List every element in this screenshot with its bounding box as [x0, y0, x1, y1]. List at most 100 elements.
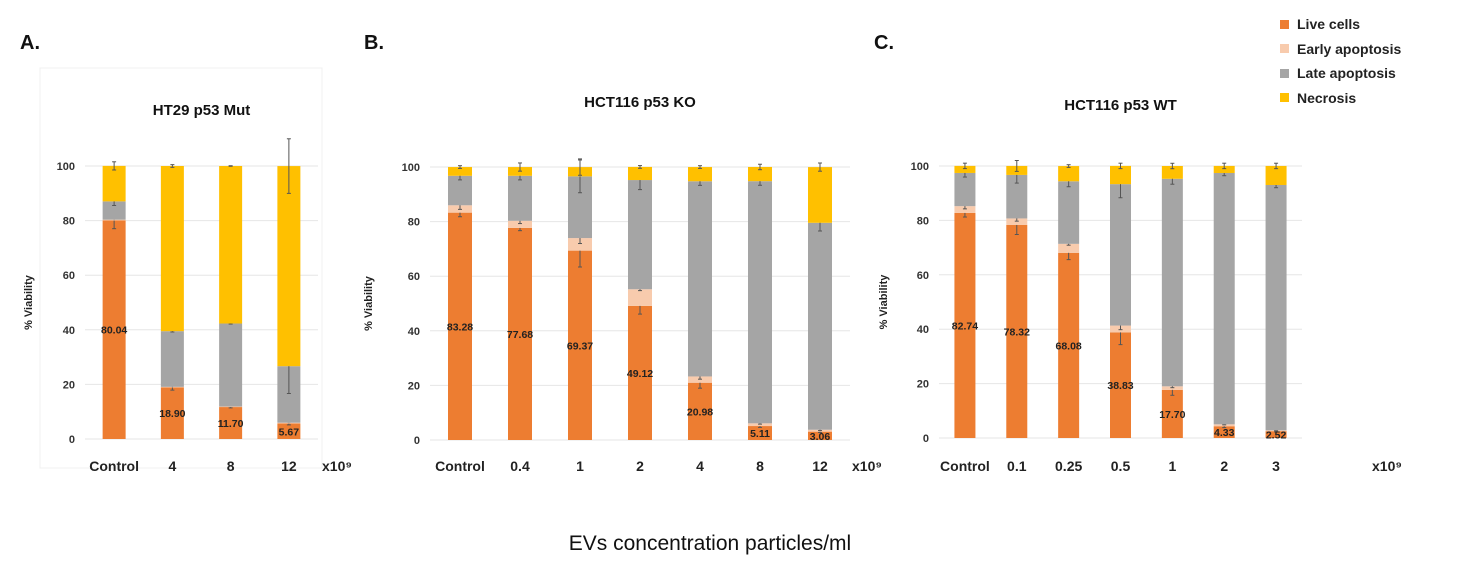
data-label: 5.67 [279, 426, 300, 438]
x-tick-label: 0.25 [1055, 458, 1082, 474]
data-label: 3.06 [810, 431, 831, 443]
legend-label: Early apoptosis [1297, 40, 1402, 57]
x-unit-label: x10⁹ [1372, 458, 1402, 474]
bar-segment-necrosis [1265, 165, 1287, 185]
bar-segment-early-apoptosis [748, 423, 772, 427]
x-tick-label: 12 [812, 458, 828, 474]
y-tick-label: 40 [63, 325, 75, 337]
bar-segment-necrosis [160, 166, 184, 332]
data-label: 68.08 [1056, 340, 1082, 352]
y-tick-label: 40 [917, 324, 929, 336]
bar-segment-live-cells [628, 305, 652, 440]
x-tick-label: Control [89, 458, 139, 474]
legend-item-necrosis: Necrosis [1280, 86, 1401, 111]
bar-segment-necrosis [102, 165, 126, 202]
data-label: 69.37 [567, 340, 593, 352]
chart-title: HT29 p53 Mut [153, 102, 251, 119]
x-tick-label: 1 [1168, 458, 1176, 474]
bar-segment-late-apoptosis [102, 201, 126, 220]
legend-label: Necrosis [1297, 89, 1357, 106]
y-tick-label: 20 [63, 379, 75, 391]
bar-segment-live-cells [448, 212, 472, 440]
bar-segment-necrosis [448, 167, 472, 176]
bar-segment-late-apoptosis [1161, 178, 1183, 387]
data-label: 5.11 [750, 428, 770, 440]
bar-segment-early-apoptosis [1058, 243, 1080, 253]
y-axis-title: % Viability [23, 274, 35, 330]
bar-segment-necrosis [808, 167, 832, 223]
panel-letter-a: A. [20, 32, 40, 54]
y-tick-label: 0 [414, 435, 420, 447]
x-tick-label: 3 [1272, 458, 1280, 474]
x-tick-label: 4 [696, 458, 704, 474]
data-label: 4.33 [1214, 427, 1235, 439]
data-label: 38.83 [1107, 380, 1133, 392]
bar-segment-live-cells [1213, 426, 1235, 438]
y-tick-label: 40 [408, 326, 420, 338]
bar-segment-live-cells [160, 387, 184, 439]
legend-item-live: Live cells [1280, 12, 1401, 37]
data-label: 17.70 [1159, 409, 1185, 421]
legend-item-late: Late apoptosis [1280, 61, 1401, 86]
x-tick-label: 2 [636, 458, 644, 474]
data-label: 80.04 [101, 325, 127, 337]
y-tick-label: 80 [408, 217, 420, 229]
bar-segment-necrosis [1161, 166, 1183, 179]
y-tick-label: 100 [911, 161, 929, 173]
y-tick-label: 60 [408, 271, 420, 283]
bar-segment-necrosis [277, 166, 301, 367]
data-label: 77.68 [507, 329, 533, 341]
x-tick-label: 0.5 [1111, 458, 1131, 474]
bar-segment-late-apoptosis [448, 175, 472, 206]
legend: Live cells Early apoptosis Late apoptosi… [1280, 12, 1401, 110]
panel-letter-c: C. [874, 32, 894, 54]
bar-segment-necrosis [1213, 165, 1235, 173]
x-tick-label: 0.1 [1007, 458, 1027, 474]
y-tick-label: 100 [57, 161, 75, 173]
bar-segment-early-apoptosis [102, 219, 126, 221]
data-label: 78.32 [1004, 326, 1030, 338]
data-label: 18.90 [159, 408, 185, 420]
legend-swatch [1280, 19, 1289, 29]
bar-segment-live-cells [954, 212, 976, 438]
x-tick-label: 12 [281, 458, 297, 474]
bar-segment-early-apoptosis [954, 206, 976, 213]
x-tick-label: 8 [756, 458, 764, 474]
bar-segment-live-cells [1006, 224, 1028, 438]
chart-title: HCT116 p53 WT [1064, 97, 1177, 114]
x-tick-label: 4 [168, 458, 176, 474]
bar-segment-live-cells [1265, 431, 1287, 438]
legend-item-early: Early apoptosis [1280, 37, 1401, 62]
y-tick-label: 20 [917, 379, 929, 391]
bar-segment-necrosis [748, 166, 772, 182]
data-label: 11.70 [218, 418, 244, 430]
bar-segment-late-apoptosis [808, 222, 832, 430]
bar-segment-early-apoptosis [277, 422, 301, 424]
bar-segment-live-cells [1161, 389, 1183, 438]
bar-segment-necrosis [688, 167, 712, 182]
legend-label: Live cells [1297, 16, 1361, 33]
bar-segment-late-apoptosis [1058, 181, 1080, 244]
x-axis-label: EVs concentration particles/ml [568, 532, 852, 555]
legend-swatch [1280, 68, 1289, 78]
bar-segment-late-apoptosis [688, 181, 712, 377]
bar-segment-live-cells [808, 431, 832, 440]
bar-segment-early-apoptosis [568, 238, 592, 251]
bar-segment-live-cells [1058, 252, 1080, 438]
bar-segment-early-apoptosis [628, 289, 652, 306]
y-tick-label: 60 [917, 270, 929, 282]
bar-segment-late-apoptosis [508, 175, 532, 221]
x-unit-label: x10⁹ [852, 458, 882, 474]
bar-segment-late-apoptosis [219, 323, 243, 407]
x-tick-label: 8 [227, 458, 235, 474]
y-axis-title: % Viability [878, 274, 890, 330]
bar-segment-necrosis [1058, 166, 1080, 182]
y-tick-label: 0 [923, 433, 929, 445]
bar-segment-late-apoptosis [1265, 184, 1287, 431]
bar-segment-live-cells [1110, 332, 1131, 438]
bar-segment-late-apoptosis [1110, 184, 1131, 326]
bar-segment-late-apoptosis [160, 331, 184, 387]
bar-segment-necrosis [1110, 165, 1131, 185]
